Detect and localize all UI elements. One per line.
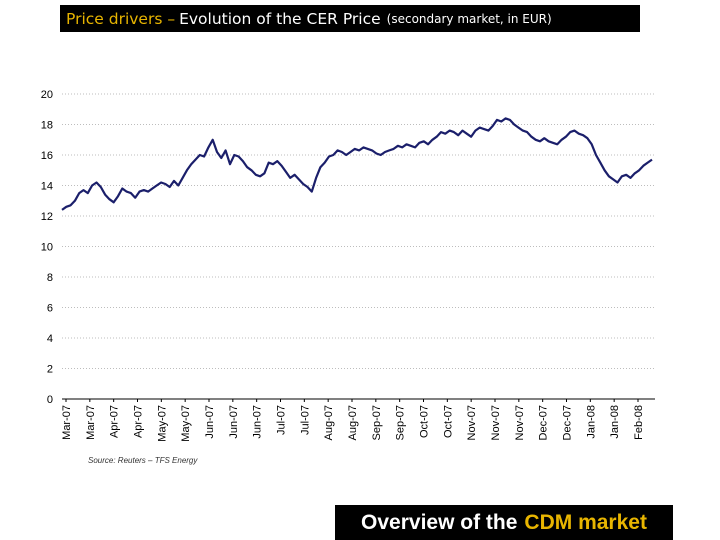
y-tick-label: 12 <box>41 211 53 223</box>
x-tick-label: Mar-07 <box>85 405 97 440</box>
x-tick-label: May-07 <box>180 405 192 442</box>
x-tick-label: Nov-07 <box>514 405 526 440</box>
title-main: Evolution of the CER Price <box>179 9 381 28</box>
y-tick-label: 10 <box>41 242 53 254</box>
title-bar: Price drivers – Evolution of the CER Pri… <box>60 5 640 32</box>
y-tick-label: 20 <box>41 89 53 101</box>
x-tick-label: Nov-07 <box>490 405 502 440</box>
y-tick-label: 4 <box>47 333 53 345</box>
y-tick-label: 14 <box>41 181 53 193</box>
x-tick-label: Dec-07 <box>538 405 550 440</box>
y-tick-label: 16 <box>41 150 53 162</box>
x-tick-label: Nov-07 <box>466 405 478 440</box>
title-accent: Price drivers – <box>66 9 176 28</box>
footer-highlight: CDM market <box>524 510 647 534</box>
source-note: Source: Reuters – TFS Energy <box>88 456 198 465</box>
x-tick-label: Jun-07 <box>204 405 216 439</box>
x-tick-label: Aug-07 <box>323 405 335 440</box>
x-tick-label: Aug-07 <box>347 405 359 440</box>
x-tick-label: Sep-07 <box>395 405 407 440</box>
y-tick-label: 6 <box>47 303 53 315</box>
x-tick-label: Oct-07 <box>442 405 454 438</box>
footer-text: Overview of the <box>361 510 518 534</box>
x-tick-label: Dec-07 <box>562 405 574 440</box>
x-tick-label: Jun-07 <box>228 405 240 439</box>
y-tick-label: 2 <box>47 364 53 376</box>
footer-banner: Overview of the CDM market <box>335 505 673 540</box>
x-tick-label: Jun-07 <box>252 405 264 439</box>
x-tick-label: Jan-08 <box>609 405 621 439</box>
y-tick-label: 0 <box>47 394 53 406</box>
x-tick-label: Sep-07 <box>371 405 383 440</box>
x-tick-label: Oct-07 <box>419 405 431 438</box>
y-tick-label: 8 <box>47 272 53 284</box>
x-tick-label: Mar-07 <box>61 405 73 440</box>
x-tick-label: May-07 <box>156 405 168 442</box>
x-tick-label: Jul-07 <box>299 405 311 435</box>
x-tick-label: Feb-08 <box>633 405 645 440</box>
title-subtitle: (secondary market, in EUR) <box>386 11 552 26</box>
y-tick-label: 18 <box>41 120 53 132</box>
x-tick-label: Apr-07 <box>109 405 121 438</box>
x-tick-label: Apr-07 <box>133 405 145 438</box>
x-tick-label: Jul-07 <box>276 405 288 435</box>
cer-price-line <box>61 117 653 211</box>
x-tick-label: Jan-08 <box>585 405 597 439</box>
